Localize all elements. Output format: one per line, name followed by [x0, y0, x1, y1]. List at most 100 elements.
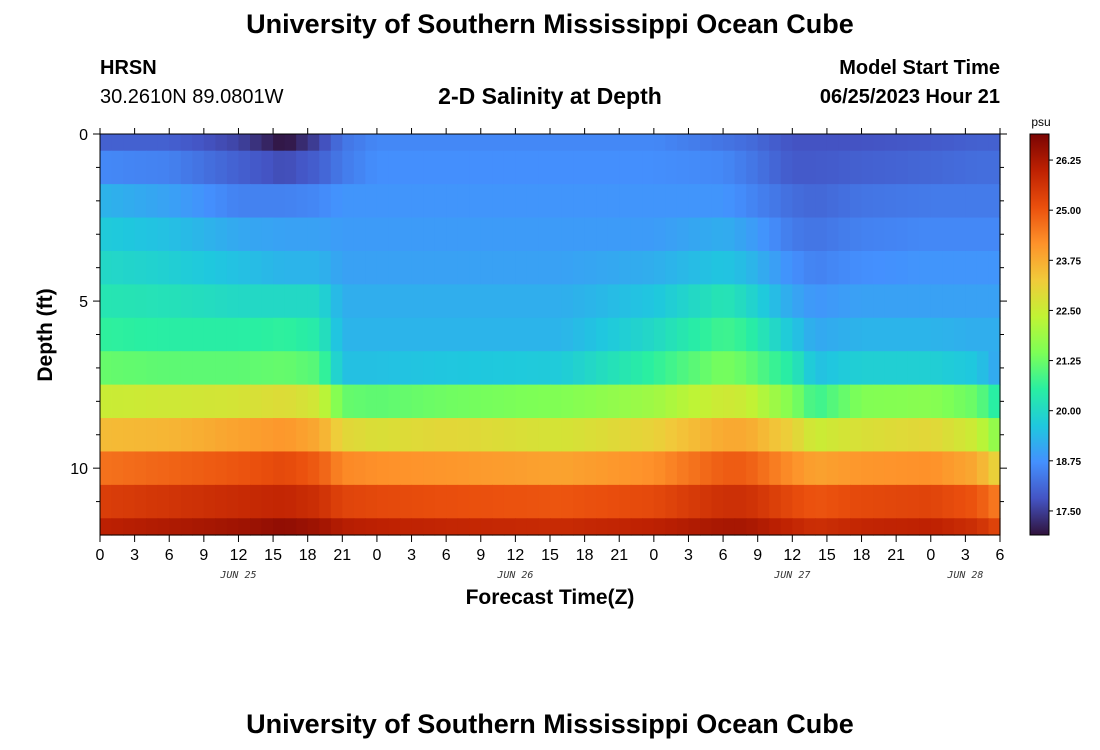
- heatmap-cell: [411, 451, 424, 486]
- heatmap-cell: [976, 518, 990, 536]
- heatmap-cell: [423, 384, 436, 419]
- heatmap-cell: [446, 150, 459, 185]
- heatmap-cell: [388, 351, 401, 386]
- x-tick-label: 6: [996, 547, 1005, 564]
- heatmap-cell: [907, 184, 920, 219]
- heatmap-cell: [157, 351, 170, 386]
- heatmap-cell: [503, 418, 516, 453]
- heatmap-cell: [515, 284, 528, 319]
- heatmap-cell: [342, 250, 355, 285]
- heatmap-cell: [434, 351, 447, 386]
- heatmap-cell: [780, 250, 793, 285]
- heatmap-cell: [423, 284, 436, 319]
- heatmap-cell: [676, 250, 690, 285]
- heatmap-cell: [250, 418, 263, 453]
- heatmap-cell: [330, 418, 343, 453]
- heatmap-cell: [446, 351, 459, 386]
- heatmap-cell: [261, 217, 274, 252]
- x-tick-label: 3: [684, 547, 693, 564]
- heatmap-cell: [630, 518, 643, 536]
- x-axis-title: Forecast Time(Z): [466, 586, 635, 609]
- colorbar-tick-label: 20.00: [1056, 407, 1081, 418]
- heatmap-cell: [919, 250, 932, 285]
- heatmap-cell: [711, 184, 724, 219]
- heatmap-cell: [596, 418, 609, 453]
- heatmap-cell: [480, 184, 493, 219]
- heatmap-cell: [446, 134, 459, 152]
- heatmap-cell: [526, 384, 540, 419]
- heatmap-cell: [238, 418, 251, 453]
- heatmap-cell: [123, 150, 136, 185]
- heatmap-cell: [850, 351, 863, 386]
- heatmap-cell: [134, 384, 147, 419]
- heatmap-cell: [723, 250, 736, 285]
- heatmap-cell: [792, 250, 805, 285]
- heatmap-cell: [330, 150, 343, 185]
- heatmap-cell: [653, 150, 666, 185]
- heatmap-cell: [573, 317, 586, 352]
- heatmap-cell: [700, 384, 713, 419]
- heatmap-cell: [734, 150, 747, 185]
- heatmap-cell: [284, 217, 297, 252]
- x-tick-label: 0: [926, 547, 935, 564]
- heatmap-cell: [319, 217, 332, 252]
- heatmap-cell: [434, 250, 447, 285]
- heatmap-cell: [157, 518, 170, 536]
- x-tick-label: 15: [541, 547, 559, 564]
- heatmap-cell: [446, 518, 459, 536]
- heatmap-cell: [746, 518, 759, 536]
- heatmap-cell: [711, 351, 724, 386]
- heatmap-cell: [642, 451, 655, 486]
- heatmap-cell: [203, 250, 216, 285]
- heatmap-cell: [596, 217, 609, 252]
- heatmap-cell: [353, 317, 366, 352]
- heatmap-cell: [711, 418, 724, 453]
- heatmap-cell: [388, 384, 401, 419]
- heatmap-cell: [169, 351, 182, 386]
- heatmap-cell: [826, 184, 840, 219]
- heatmap-cell: [123, 484, 136, 519]
- heatmap-cell: [411, 317, 424, 352]
- heatmap-cell: [492, 384, 505, 419]
- heatmap-cell: [180, 317, 193, 352]
- heatmap-cell: [792, 484, 805, 519]
- heatmap-cell: [757, 351, 770, 386]
- heatmap-cell: [526, 217, 540, 252]
- heatmap-cell: [192, 134, 205, 152]
- x-tick-label: 3: [407, 547, 416, 564]
- heatmap-cell: [215, 484, 228, 519]
- heatmap-cell: [457, 418, 470, 453]
- heatmap-cell: [203, 451, 216, 486]
- heatmap-cell: [146, 317, 159, 352]
- heatmap-cell: [550, 484, 563, 519]
- heatmap-cell: [803, 217, 816, 252]
- heatmap-cell: [365, 184, 378, 219]
- heatmap-cell: [111, 484, 124, 519]
- heatmap-cell: [596, 451, 609, 486]
- heatmap-cell: [861, 250, 874, 285]
- chart-subtitle: 2-D Salinity at Depth: [438, 83, 662, 109]
- heatmap-cell: [953, 134, 966, 152]
- heatmap-cell: [723, 384, 736, 419]
- heatmap-cell: [838, 451, 851, 486]
- heatmap-cell: [653, 317, 666, 352]
- heatmap-cell: [665, 384, 678, 419]
- heatmap-cell: [157, 317, 170, 352]
- heatmap-cell: [988, 217, 1001, 252]
- heatmap-cell: [803, 418, 816, 453]
- heatmap-cell: [226, 384, 240, 419]
- heatmap-cell: [976, 418, 990, 453]
- heatmap-cell: [503, 150, 516, 185]
- heatmap-cell: [180, 150, 193, 185]
- heatmap-cell: [226, 250, 240, 285]
- heatmap-cell: [457, 134, 470, 152]
- heatmap-cell: [134, 150, 147, 185]
- heatmap-cell: [757, 184, 770, 219]
- heatmap-cell: [411, 518, 424, 536]
- heatmap-cell: [434, 284, 447, 319]
- heatmap-cell: [434, 418, 447, 453]
- heatmap-cell: [711, 384, 724, 419]
- heatmap-cell: [226, 317, 240, 352]
- heatmap-cell: [815, 150, 828, 185]
- heatmap-cell: [826, 518, 840, 536]
